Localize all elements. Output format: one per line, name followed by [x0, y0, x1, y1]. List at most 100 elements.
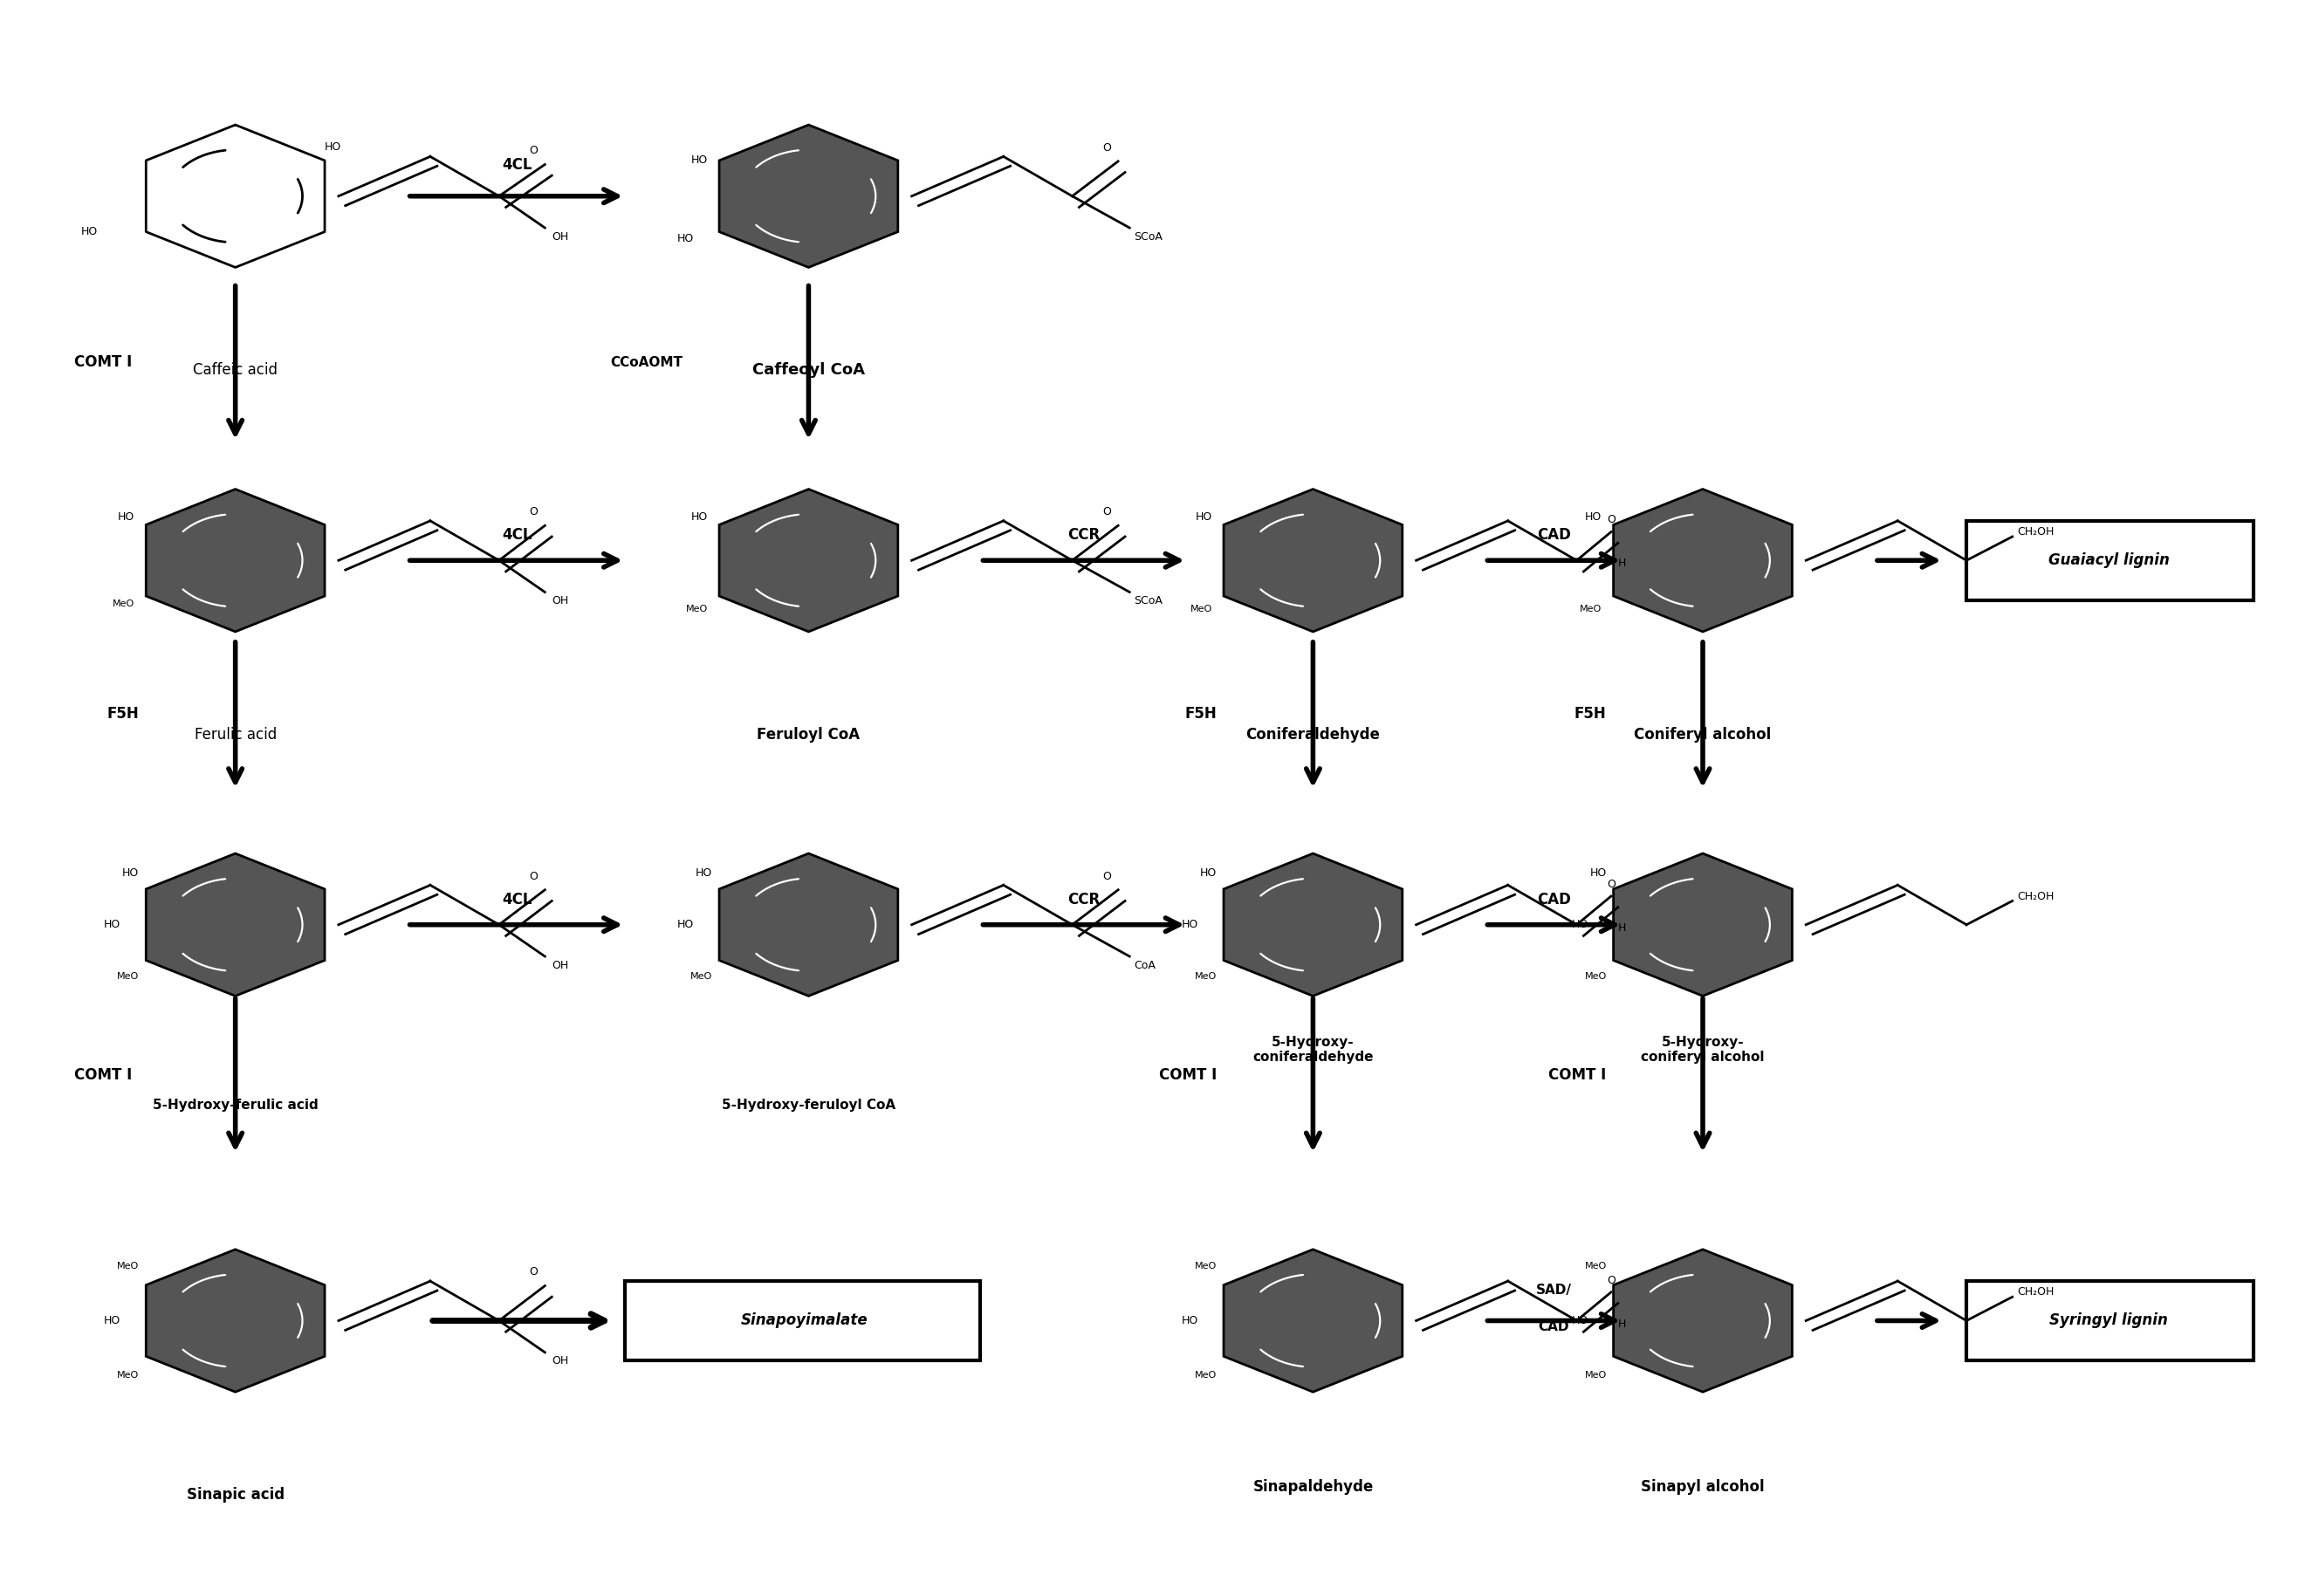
Polygon shape — [719, 488, 899, 632]
Text: COMT I: COMT I — [1549, 1068, 1607, 1084]
Text: HO: HO — [104, 919, 120, 930]
Text: Sinapic acid: Sinapic acid — [187, 1487, 284, 1503]
Polygon shape — [1224, 1250, 1401, 1392]
Text: Coniferaldehyde: Coniferaldehyde — [1245, 726, 1381, 742]
Text: H: H — [1618, 559, 1625, 570]
Text: O: O — [1607, 514, 1616, 525]
Text: MeO: MeO — [118, 1262, 138, 1270]
Text: Caffeic acid: Caffeic acid — [194, 362, 277, 378]
Text: HO: HO — [691, 155, 708, 166]
Text: CoA: CoA — [1134, 959, 1155, 970]
Text: O: O — [1607, 1275, 1616, 1286]
Text: CCoAOMT: CCoAOMT — [611, 356, 682, 369]
Polygon shape — [1613, 854, 1793, 996]
Text: CH₂OH: CH₂OH — [2017, 1286, 2054, 1298]
Text: 5-Hydroxy-ferulic acid: 5-Hydroxy-ferulic acid — [152, 1100, 318, 1112]
Text: 5-Hydroxy-
coniferyl alcohol: 5-Hydroxy- coniferyl alcohol — [1641, 1036, 1766, 1065]
Text: OH: OH — [551, 595, 569, 606]
Text: HO: HO — [1196, 511, 1212, 522]
Text: HO: HO — [325, 140, 341, 153]
Text: HO: HO — [696, 868, 712, 879]
Text: 4CL: 4CL — [502, 156, 532, 172]
Text: MeO: MeO — [685, 605, 708, 613]
Text: CCR: CCR — [1067, 527, 1099, 543]
Text: O: O — [530, 1267, 537, 1278]
Text: CCR: CCR — [1067, 892, 1099, 907]
Text: CAD: CAD — [1537, 892, 1570, 907]
Text: HO: HO — [1572, 1315, 1588, 1326]
Text: F5H: F5H — [1574, 705, 1607, 721]
Polygon shape — [1224, 854, 1401, 996]
Text: CAD: CAD — [1537, 1320, 1570, 1334]
Text: CAD: CAD — [1537, 527, 1570, 543]
Text: SAD/: SAD/ — [1535, 1283, 1572, 1298]
Text: HO: HO — [1590, 868, 1607, 879]
Text: F5H: F5H — [106, 705, 138, 721]
Text: COMT I: COMT I — [74, 1068, 131, 1084]
Text: MeO: MeO — [1584, 1262, 1607, 1270]
Text: Caffeoyl CoA: Caffeoyl CoA — [751, 362, 864, 378]
Text: HO: HO — [691, 511, 708, 522]
Text: O: O — [530, 506, 537, 517]
Text: OH: OH — [551, 1355, 569, 1366]
Bar — [1966, 520, 2252, 600]
Text: OH: OH — [551, 231, 569, 243]
Text: Syringyl lignin: Syringyl lignin — [2049, 1314, 2169, 1328]
Text: O: O — [1102, 506, 1111, 517]
Text: MeO: MeO — [689, 972, 712, 980]
Text: MeO: MeO — [113, 600, 134, 608]
Text: SCoA: SCoA — [1134, 231, 1162, 243]
Text: MeO: MeO — [1194, 1262, 1217, 1270]
Text: H: H — [1618, 1318, 1625, 1329]
Text: CH₂OH: CH₂OH — [2017, 527, 2054, 538]
Text: OH: OH — [551, 959, 569, 970]
Text: MeO: MeO — [1194, 1371, 1217, 1379]
Text: Sinapaldehyde: Sinapaldehyde — [1252, 1479, 1374, 1495]
Text: 5-Hydroxy-
coniferaldehyde: 5-Hydroxy- coniferaldehyde — [1252, 1036, 1374, 1065]
Text: SCoA: SCoA — [1134, 595, 1162, 606]
Text: MeO: MeO — [1584, 972, 1607, 980]
Bar — [1966, 1282, 2252, 1360]
Text: MeO: MeO — [1194, 972, 1217, 980]
Text: MeO: MeO — [1189, 605, 1212, 613]
Text: Sinapoyimalate: Sinapoyimalate — [740, 1314, 867, 1328]
Text: MeO: MeO — [118, 972, 138, 980]
Text: Feruloyl CoA: Feruloyl CoA — [756, 726, 860, 742]
Text: HO: HO — [1182, 1315, 1199, 1326]
Text: MeO: MeO — [118, 1371, 138, 1379]
Text: O: O — [1607, 878, 1616, 891]
Text: F5H: F5H — [1185, 705, 1217, 721]
Text: HO: HO — [1572, 919, 1588, 930]
Text: HO: HO — [81, 227, 97, 238]
Polygon shape — [719, 124, 899, 268]
Text: 4CL: 4CL — [502, 892, 532, 907]
Polygon shape — [145, 488, 325, 632]
Text: O: O — [1102, 142, 1111, 153]
Polygon shape — [719, 854, 899, 996]
Text: MeO: MeO — [1579, 605, 1602, 613]
Bar — [625, 1282, 980, 1360]
Text: Guaiacyl lignin: Guaiacyl lignin — [2049, 552, 2169, 568]
Text: HO: HO — [1586, 511, 1602, 522]
Polygon shape — [1613, 1250, 1793, 1392]
Polygon shape — [145, 1250, 325, 1392]
Text: O: O — [530, 145, 537, 156]
Text: 4CL: 4CL — [502, 527, 532, 543]
Text: MeO: MeO — [1584, 1371, 1607, 1379]
Text: Coniferyl alcohol: Coniferyl alcohol — [1634, 726, 1773, 742]
Text: Sinapyl alcohol: Sinapyl alcohol — [1641, 1479, 1766, 1495]
Text: HO: HO — [678, 233, 694, 244]
Text: COMT I: COMT I — [1159, 1068, 1217, 1084]
Text: HO: HO — [118, 511, 134, 522]
Polygon shape — [1613, 488, 1793, 632]
Polygon shape — [1224, 488, 1401, 632]
Polygon shape — [145, 854, 325, 996]
Text: HO: HO — [1201, 868, 1217, 879]
Text: CH₂OH: CH₂OH — [2017, 891, 2054, 902]
Text: HO: HO — [1182, 919, 1199, 930]
Text: O: O — [1102, 870, 1111, 883]
Text: H: H — [1618, 922, 1625, 934]
Text: HO: HO — [122, 868, 138, 879]
Text: O: O — [530, 870, 537, 883]
Text: Ferulic acid: Ferulic acid — [194, 726, 277, 742]
